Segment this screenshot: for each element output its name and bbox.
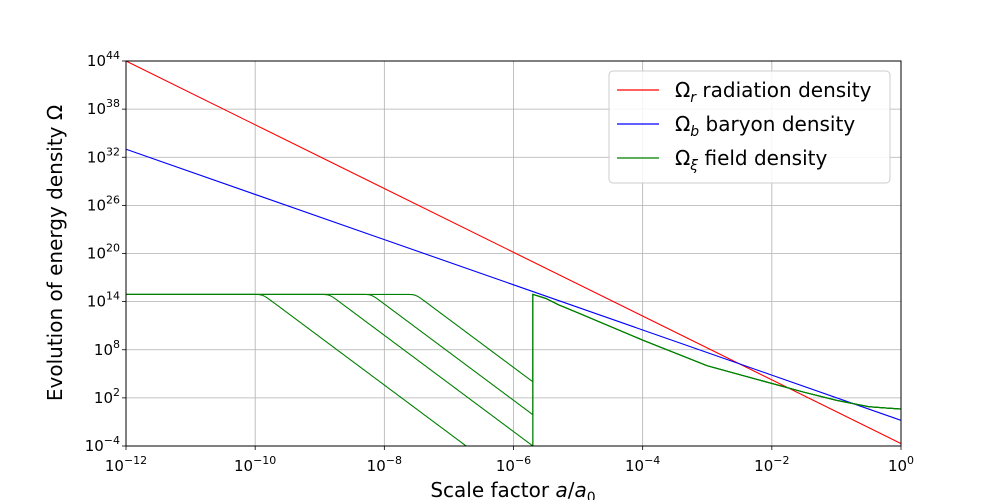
y-tick-label: 1044 [87, 49, 120, 70]
series-line-radiation-density [126, 61, 901, 445]
x-tick-label: 10−6 [496, 454, 531, 475]
x-tick-label: 10−8 [367, 454, 402, 475]
x-tick-label: 10−10 [234, 454, 276, 475]
x-axis-title: Scale factor a/a0 [430, 478, 595, 500]
y-axis-title: Evolution of energy density Ω [43, 105, 67, 401]
y-tick-label: 102 [94, 386, 120, 407]
legend-entry: Ωr radiation density [675, 78, 872, 106]
y-tick-label: 1026 [87, 193, 120, 214]
x-tick-label: 10−2 [754, 454, 789, 475]
x-tick-label: 10−12 [105, 454, 147, 475]
legend-box [608, 70, 891, 184]
legend: Ωr radiation density Ωb baryon density Ωξ … [608, 70, 891, 184]
x-axis-ticks: 10−12 10−10 10−8 10−6 10−4 10−2 100 [105, 446, 914, 475]
series-group [126, 61, 901, 446]
y-tick-label: 1014 [87, 290, 120, 311]
y-tick-label: 1038 [87, 97, 120, 118]
y-tick-label: 10−4 [85, 434, 120, 455]
legend-entry: Ωb baryon density [675, 112, 855, 140]
y-tick-label: 1032 [87, 145, 120, 166]
y-tick-label: 108 [94, 338, 120, 359]
series-line-baryon-density [126, 148, 901, 421]
legend-entry: Ωξ field density [675, 146, 827, 174]
series-line-field-density-4 [126, 293, 901, 446]
y-axis-ticks: 10−4 102 108 1014 1020 1026 1032 1038 1044 [85, 49, 126, 455]
x-tick-label: 100 [888, 454, 914, 475]
y-tick-label: 1020 [87, 242, 120, 263]
x-tick-label: 10−4 [625, 454, 660, 475]
